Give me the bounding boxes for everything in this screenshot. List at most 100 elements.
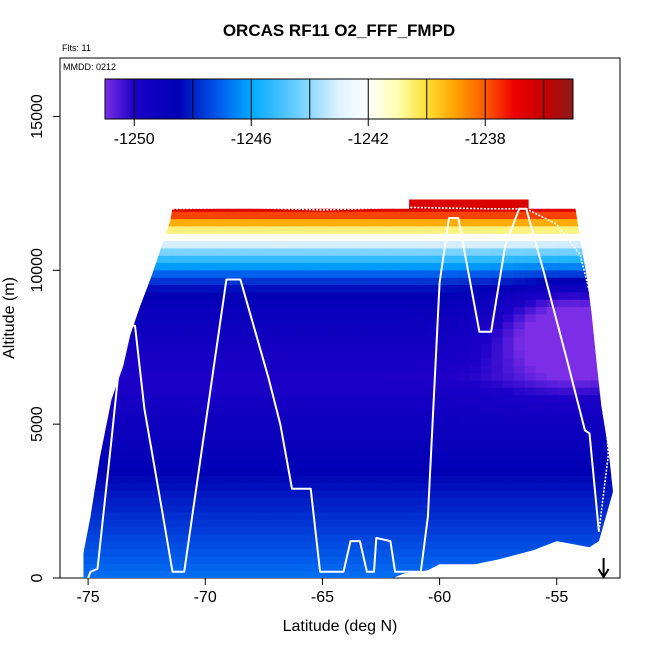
heatmap-cell-176 [116,423,129,432]
heatmap-cell-1332 [359,335,371,344]
heatmap-cell-1633 [425,416,438,425]
heatmap-cell-451 [171,313,184,322]
heatmap-cell-654 [215,350,228,359]
heatmap-cell-907 [270,401,283,410]
heatmap-cell-1263 [348,460,360,469]
heatmap-cell-155 [105,199,118,205]
heatmap-cell-814 [248,321,261,330]
heatmap-cell-1994 [502,438,515,447]
heatmap-cell-886 [270,555,283,564]
heatmap-cell-2405 [590,475,603,484]
heatmap-cell-800 [248,423,261,432]
heatmap-cell-2342 [579,555,592,564]
heatmap-cell-2140 [535,511,548,520]
heatmap-cell-2300 [568,482,581,491]
heatmap-cell-2430 [590,291,603,300]
heatmap-cell-584 [204,482,217,491]
heatmap-cell-144 [105,277,118,286]
heatmap-cell-2215 [546,343,559,352]
heatmap-cell-1808 [458,277,471,286]
heatmap-cell-1724 [447,511,460,520]
heatmap-cell-1670 [436,526,449,535]
heatmap-cell-505 [182,299,195,308]
heatmap-cell-1873 [480,563,493,572]
y-tick-label-2: 10000 [29,248,46,293]
heatmap-cell-938 [282,555,294,564]
x-tick-label-0: -75 [77,589,100,606]
heatmap-cell-944 [282,511,294,520]
heatmap-cell-1597 [414,299,427,308]
heatmap-cell-136 [105,335,118,344]
heatmap-cell-1202 [337,526,349,535]
heatmap-cell-160 [116,541,129,550]
heatmap-cell-853 [259,416,272,425]
heatmap-cell-777 [237,211,250,220]
heatmap-cell-967 [282,343,294,352]
heatmap-cell-1979 [502,548,515,557]
heatmap-cell-1348 [359,218,371,227]
heatmap-cell-1780 [458,482,471,491]
heatmap-cell-170 [116,467,129,476]
heatmap-cell-1375 [370,401,382,410]
heatmap-cell-471 [182,548,195,557]
heatmap-cell-863 [259,343,272,352]
heatmap-cell-1109 [315,445,327,454]
heatmap-cell-1970 [491,233,504,242]
heatmap-cell-2011 [502,313,515,322]
heatmap-cell-12 [83,482,96,491]
heatmap-cell-553 [193,328,206,337]
heatmap-cell-86 [94,321,107,330]
heatmap-cell-1857 [469,299,482,308]
heatmap-cell-492 [182,394,195,403]
heatmap-cell-1041 [304,563,316,572]
heatmap-cell-1851 [469,343,482,352]
heatmap-cell-1616 [425,541,438,550]
heatmap-cell-1943 [491,431,504,440]
heatmap-cell-1379 [370,372,382,381]
heatmap-cell-644 [215,423,228,432]
heatmap-cell-2087 [524,519,537,528]
heatmap-cell-1735 [447,431,460,440]
heatmap-cell-621 [204,211,217,220]
heatmap-cell-1534 [403,379,415,388]
heatmap-cell-511 [182,255,195,264]
heatmap-cell-1933 [491,504,504,513]
heatmap-cell-1727 [447,489,460,498]
heatmap-cell-2423 [590,343,603,352]
heatmap-cell-1173 [326,357,338,366]
heatmap-cell-2002 [502,379,515,388]
colorbar-tick-label-1: -1246 [231,131,272,148]
heatmap-cell-2357 [579,445,592,454]
heatmap-cell-1148 [326,541,338,550]
heatmap-cell-560 [193,277,206,286]
heatmap-cell-1593 [414,328,427,337]
heatmap-cell-362 [149,203,162,212]
heatmap-cell-1841 [469,416,482,425]
heatmap-cell-35 [83,313,96,322]
date-annotation: MMDD: 0212 [63,62,116,72]
heatmap-cell-2280 [557,247,570,256]
heatmap-cell-43 [83,255,96,264]
heatmap-cell-375 [160,489,173,498]
heatmap-cell-748 [237,423,250,432]
heatmap-cell-676 [226,570,239,578]
heatmap-cell-2295 [568,519,581,528]
heatmap-cell-1773 [458,533,471,542]
heatmap-cell-243 [127,313,140,322]
heatmap-cell-1643 [425,343,438,352]
heatmap-cell-1872 [480,570,493,578]
heatmap-cell-1055 [304,460,316,469]
heatmap-cell-1711 [436,225,449,234]
heatmap-cell-1406 [381,555,393,564]
heatmap-cell-986 [282,203,294,212]
heatmap-cell-1703 [436,284,449,293]
heatmap-cell-795 [248,460,261,469]
heatmap-cell-401 [160,299,173,308]
heatmap-cell-1777 [458,504,471,513]
heatmap-cell-802 [248,409,261,418]
heatmap-cell-438 [171,409,184,418]
heatmap-cell-434 [171,438,184,447]
heatmap-cell-2038 [513,497,526,506]
heatmap-cell-2495 [601,199,613,205]
heatmap-cell-1275 [348,372,360,381]
